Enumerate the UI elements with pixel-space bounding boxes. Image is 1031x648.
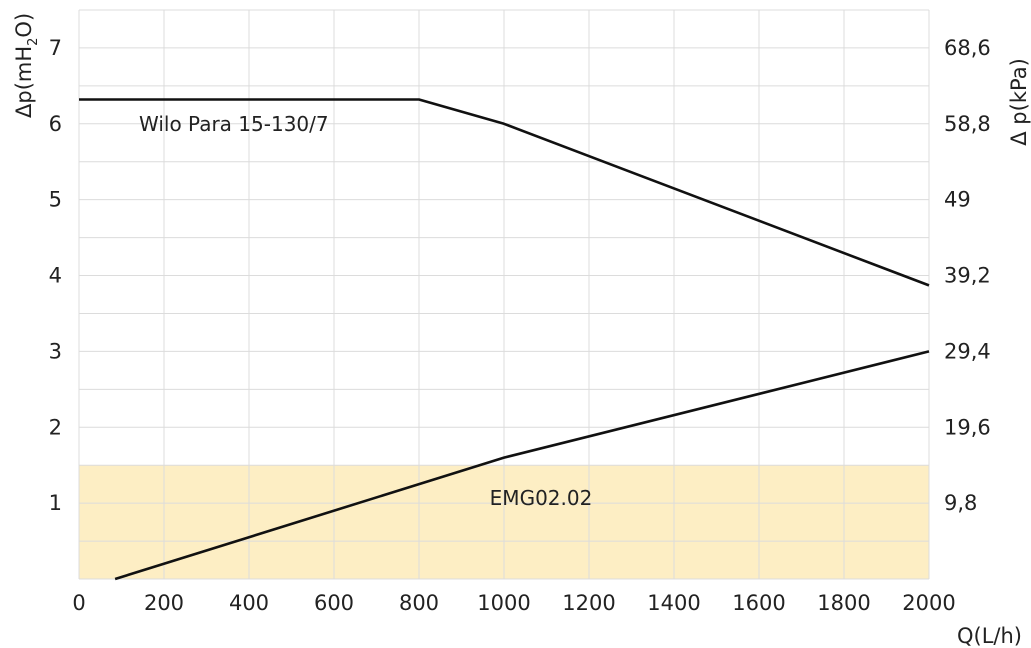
grid-layer (78, 9, 930, 580)
x-tick-label: 1800 (817, 591, 870, 615)
y-tick-label-left: 2 (49, 415, 62, 439)
x-tick-label: 800 (399, 591, 439, 615)
y-tick-label-left: 6 (49, 112, 62, 136)
x-tick-label: 400 (229, 591, 269, 615)
y-tick-label-right: 49 (944, 188, 971, 212)
region-label-emg: EMG02.02 (490, 486, 593, 510)
y-tick-label-right: 39,2 (944, 264, 991, 288)
y-tick-label-left: 7 (49, 36, 62, 60)
x-tick-label: 2000 (902, 591, 955, 615)
x-tick-label: 1200 (562, 591, 615, 615)
series-label-wilo: Wilo Para 15-130/7 (139, 112, 329, 136)
y-tick-label-right: 68,6 (944, 36, 991, 60)
y-tick-label-right: 9,8 (944, 491, 977, 515)
y-axis-label-left-prefix: Δp(mH (12, 46, 36, 118)
x-axis-label: Q(L/h) (957, 624, 1022, 648)
y-axis-label-left: Δp(mH2O) (12, 13, 41, 118)
series-line-1 (114, 350, 930, 581)
x-tick-label: 1600 (732, 591, 785, 615)
y-axis-label-right: Δ p(kPa) (1007, 58, 1031, 146)
x-tick-label: 0 (72, 591, 85, 615)
series-layer (79, 98, 930, 581)
x-tick-label: 1400 (647, 591, 700, 615)
y-tick-label-right: 29,4 (944, 339, 991, 363)
y-axis-label-left-sub: 2 (26, 38, 41, 46)
y-tick-label-left: 1 (49, 491, 62, 515)
y-tick-label-right: 19,6 (944, 415, 991, 439)
x-tick-label: 200 (144, 591, 184, 615)
x-tick-label: 600 (314, 591, 354, 615)
y-tick-label-right: 58,8 (944, 112, 991, 136)
x-tick-label: 1000 (477, 591, 530, 615)
y-tick-label-left: 4 (49, 264, 62, 288)
series-line-0 (79, 98, 930, 287)
y-axis-label-left-suffix: O) (12, 13, 36, 38)
tick-label-layer: 0 200 400 600 800 1000 1200 1400 1600 1800 2000 1 2 3… (49, 36, 991, 615)
y-tick-label-left: 5 (49, 188, 62, 212)
y-tick-label-left: 3 (49, 339, 62, 363)
